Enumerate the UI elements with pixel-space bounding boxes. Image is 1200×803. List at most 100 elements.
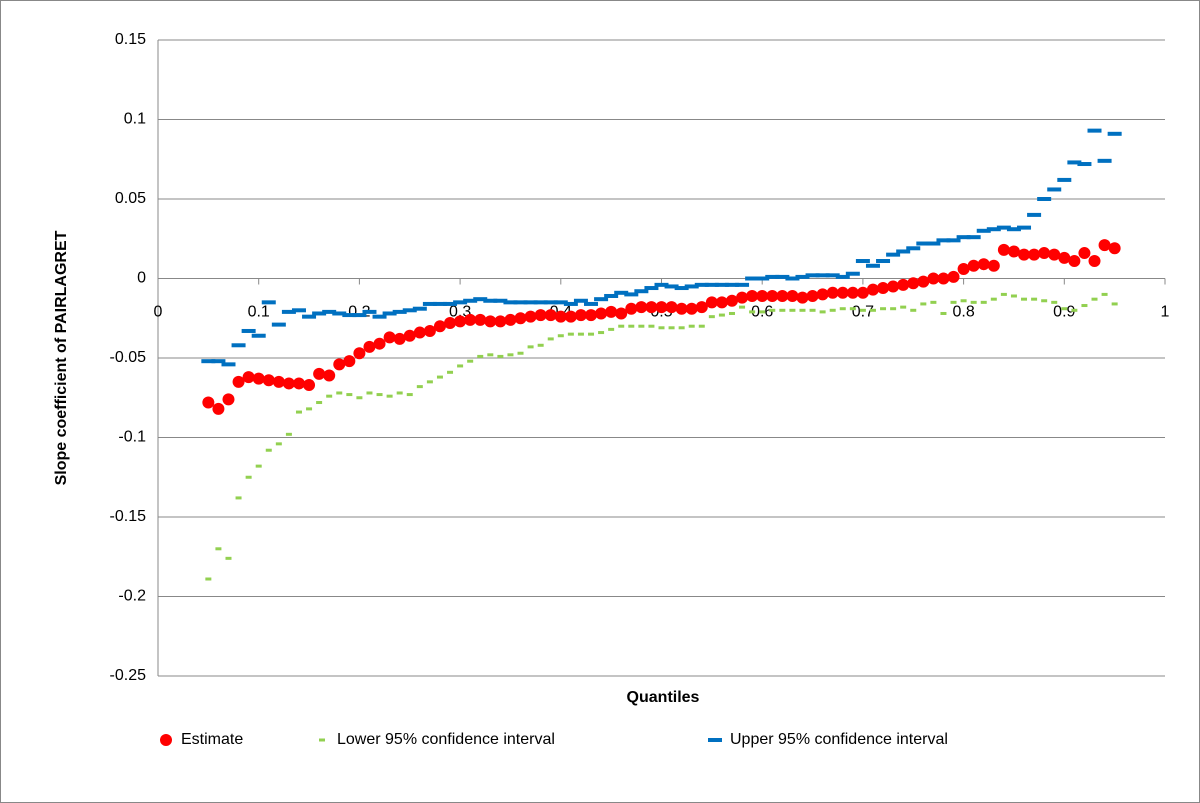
point xyxy=(225,556,232,560)
point xyxy=(829,308,836,312)
point xyxy=(1077,162,1092,167)
point xyxy=(1088,255,1101,268)
point xyxy=(275,442,282,446)
point xyxy=(432,301,447,306)
point xyxy=(241,328,256,333)
point xyxy=(463,298,478,303)
point xyxy=(503,300,518,305)
point xyxy=(366,391,373,395)
point xyxy=(574,309,587,322)
point xyxy=(856,286,869,299)
point xyxy=(1028,248,1041,261)
point xyxy=(996,225,1011,230)
point xyxy=(950,300,957,304)
point xyxy=(222,393,235,406)
point xyxy=(423,324,436,337)
point xyxy=(292,377,305,390)
point xyxy=(615,307,628,320)
point xyxy=(211,359,226,364)
point xyxy=(281,309,296,314)
point xyxy=(946,238,961,243)
point xyxy=(907,277,920,290)
point xyxy=(457,364,464,368)
point xyxy=(1091,297,1098,301)
point xyxy=(608,327,615,331)
point xyxy=(937,272,950,285)
point xyxy=(1007,245,1020,258)
point xyxy=(416,385,423,389)
point xyxy=(272,375,285,388)
point xyxy=(980,300,987,304)
point xyxy=(986,227,1001,232)
point xyxy=(816,288,829,301)
point xyxy=(865,263,880,268)
point xyxy=(926,241,941,246)
point xyxy=(343,355,356,368)
point xyxy=(554,310,567,323)
point xyxy=(262,374,275,387)
point xyxy=(598,331,605,335)
point xyxy=(313,367,326,380)
point xyxy=(265,448,272,452)
x-tick-label: 0.1 xyxy=(248,304,270,321)
point xyxy=(362,309,377,314)
point xyxy=(684,284,699,289)
point xyxy=(473,297,488,302)
point xyxy=(736,291,749,304)
point xyxy=(897,278,910,291)
point xyxy=(553,300,568,305)
point xyxy=(668,326,675,330)
point xyxy=(594,297,609,302)
point xyxy=(1068,255,1081,268)
point xyxy=(271,322,286,327)
legend-label: Lower 95% confidence interval xyxy=(337,731,555,748)
point xyxy=(356,396,363,400)
point xyxy=(970,300,977,304)
point xyxy=(1098,239,1111,252)
point xyxy=(920,302,927,306)
point xyxy=(1017,225,1032,230)
point xyxy=(588,332,595,336)
point xyxy=(705,296,718,309)
point xyxy=(987,259,1000,272)
point xyxy=(295,410,302,414)
point xyxy=(1031,297,1038,301)
point xyxy=(567,332,574,336)
legend-label: Upper 95% confidence interval xyxy=(730,731,948,748)
legend-marker xyxy=(319,738,325,742)
point xyxy=(464,313,477,326)
point xyxy=(947,270,960,283)
point xyxy=(202,396,215,409)
point xyxy=(433,320,446,333)
point xyxy=(789,308,796,312)
point xyxy=(443,301,458,306)
point xyxy=(906,246,921,251)
point xyxy=(1057,177,1072,182)
point xyxy=(524,310,537,323)
x-tick-label: 0.7 xyxy=(852,304,874,321)
point xyxy=(513,300,528,305)
point xyxy=(306,407,313,411)
point xyxy=(644,286,659,291)
y-axis-title: Slope coefficient of PAIRLAGRET xyxy=(53,230,70,485)
point xyxy=(765,274,780,279)
point xyxy=(896,249,911,254)
point xyxy=(563,301,578,306)
point xyxy=(291,308,306,313)
point xyxy=(376,393,383,397)
point xyxy=(201,359,216,364)
point xyxy=(212,402,225,415)
point xyxy=(1061,307,1068,311)
point xyxy=(1111,302,1118,306)
point xyxy=(205,577,212,581)
point xyxy=(890,307,897,311)
point xyxy=(845,271,860,276)
point xyxy=(333,358,346,371)
point xyxy=(604,293,619,298)
point xyxy=(386,394,393,398)
y-tick-label: -0.15 xyxy=(110,508,147,525)
point xyxy=(372,314,387,319)
point xyxy=(1048,248,1061,261)
